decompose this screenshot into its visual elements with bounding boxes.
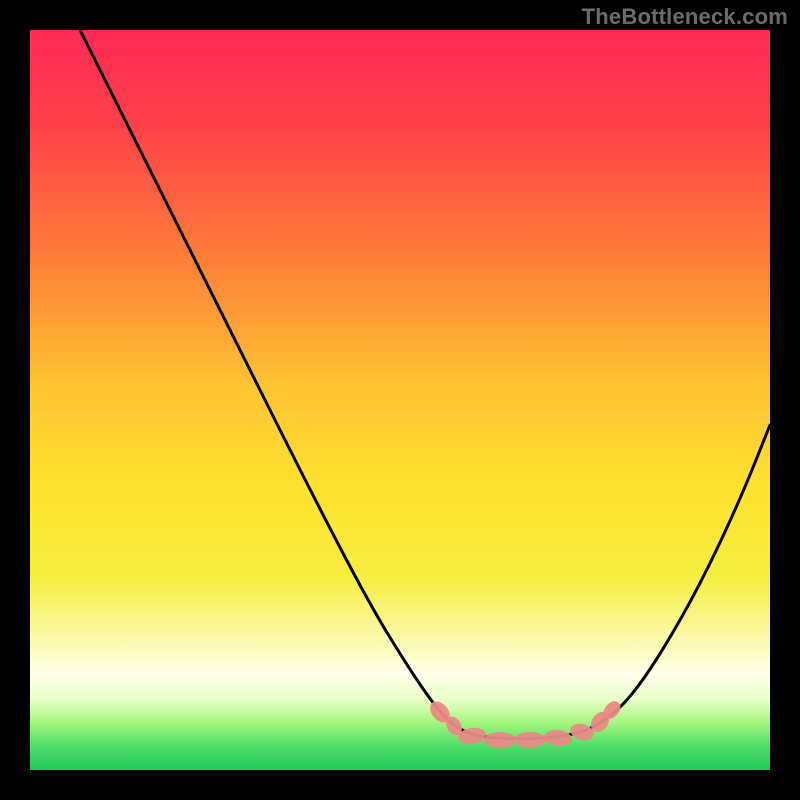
bottleneck-chart-svg — [0, 0, 800, 800]
chart-container: TheBottleneck.com — [0, 0, 800, 800]
curve-marker — [484, 732, 516, 748]
watermark-text: TheBottleneck.com — [582, 4, 788, 30]
curve-marker — [514, 732, 546, 748]
plot-gradient-background — [30, 30, 770, 770]
